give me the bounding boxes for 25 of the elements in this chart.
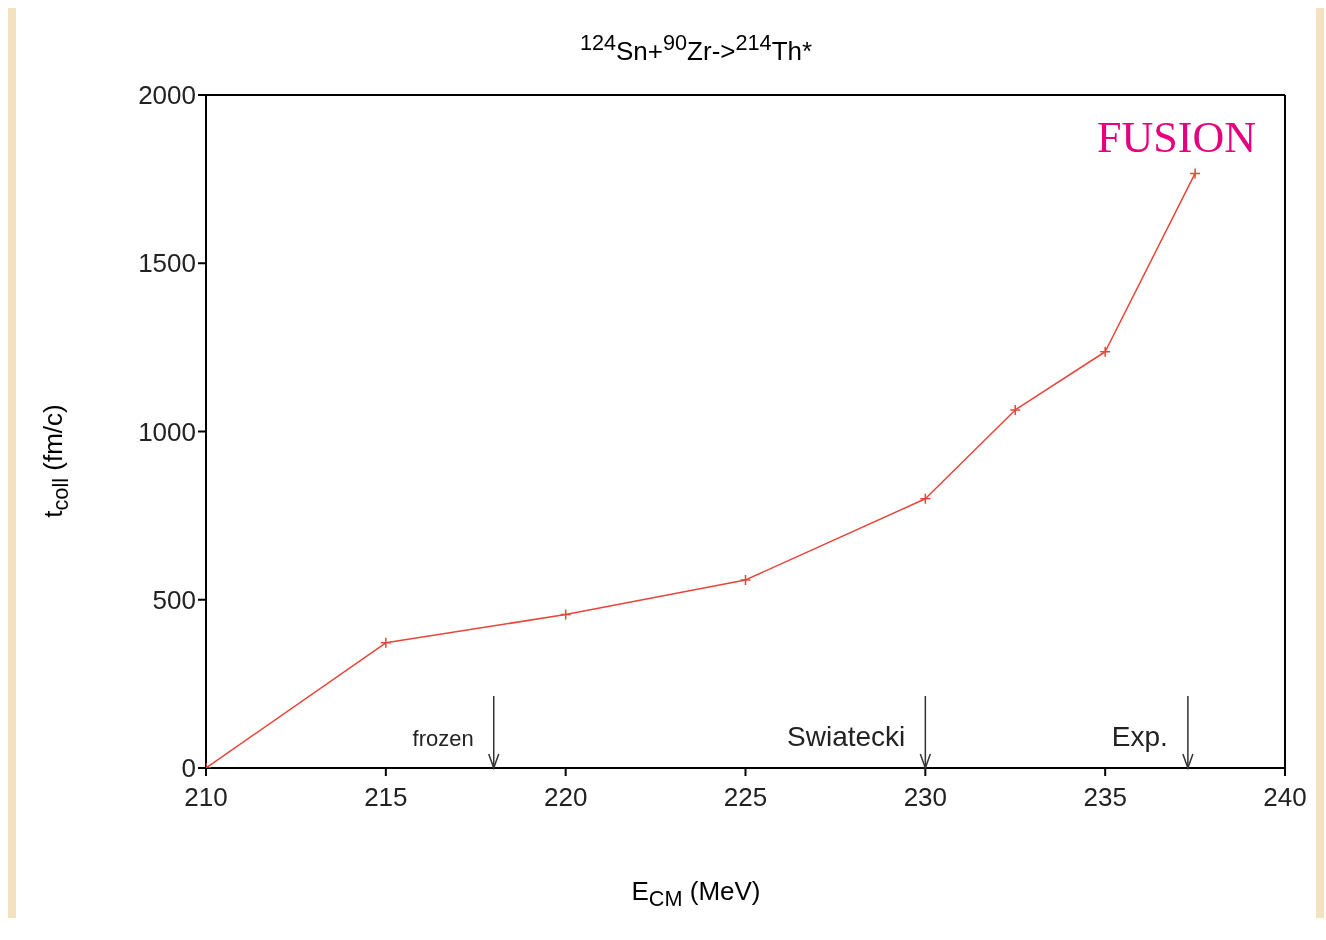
- x-tick-label: 215: [364, 782, 408, 813]
- y-tick-label: 0: [181, 753, 196, 784]
- y-tick-label: 1000: [138, 416, 196, 447]
- x-tick-label: 225: [723, 782, 768, 813]
- annotation: FUSION: [1097, 112, 1256, 163]
- point: [380, 637, 392, 649]
- ref-line-label: Swiatecki: [787, 721, 906, 752]
- x-tick-label: 235: [1083, 782, 1127, 813]
- y-tick-label: 1500: [138, 248, 196, 279]
- x-tick-label: 210: [184, 782, 228, 813]
- point: [1189, 167, 1201, 180]
- ref-line-label: Exp.: [1111, 721, 1168, 752]
- point: [919, 493, 932, 505]
- y-tick-label: 500: [152, 584, 196, 615]
- point: [559, 608, 572, 621]
- point: [739, 574, 752, 586]
- point: [1099, 346, 1111, 358]
- x-axis-title: E$_{CM}$ (MeV): [631, 875, 761, 911]
- point: [1009, 404, 1021, 416]
- chart-title: $^{124}$Sn+$^{90}$Zr->$^{214}$Th*: [579, 30, 813, 66]
- x-tick-label: 230: [903, 782, 948, 813]
- x-tick-label: 240: [1263, 782, 1307, 813]
- ref-line-label: frozen: [412, 726, 474, 751]
- x-tick-label: 220: [543, 782, 588, 813]
- y-tick-label: 2000: [138, 80, 196, 111]
